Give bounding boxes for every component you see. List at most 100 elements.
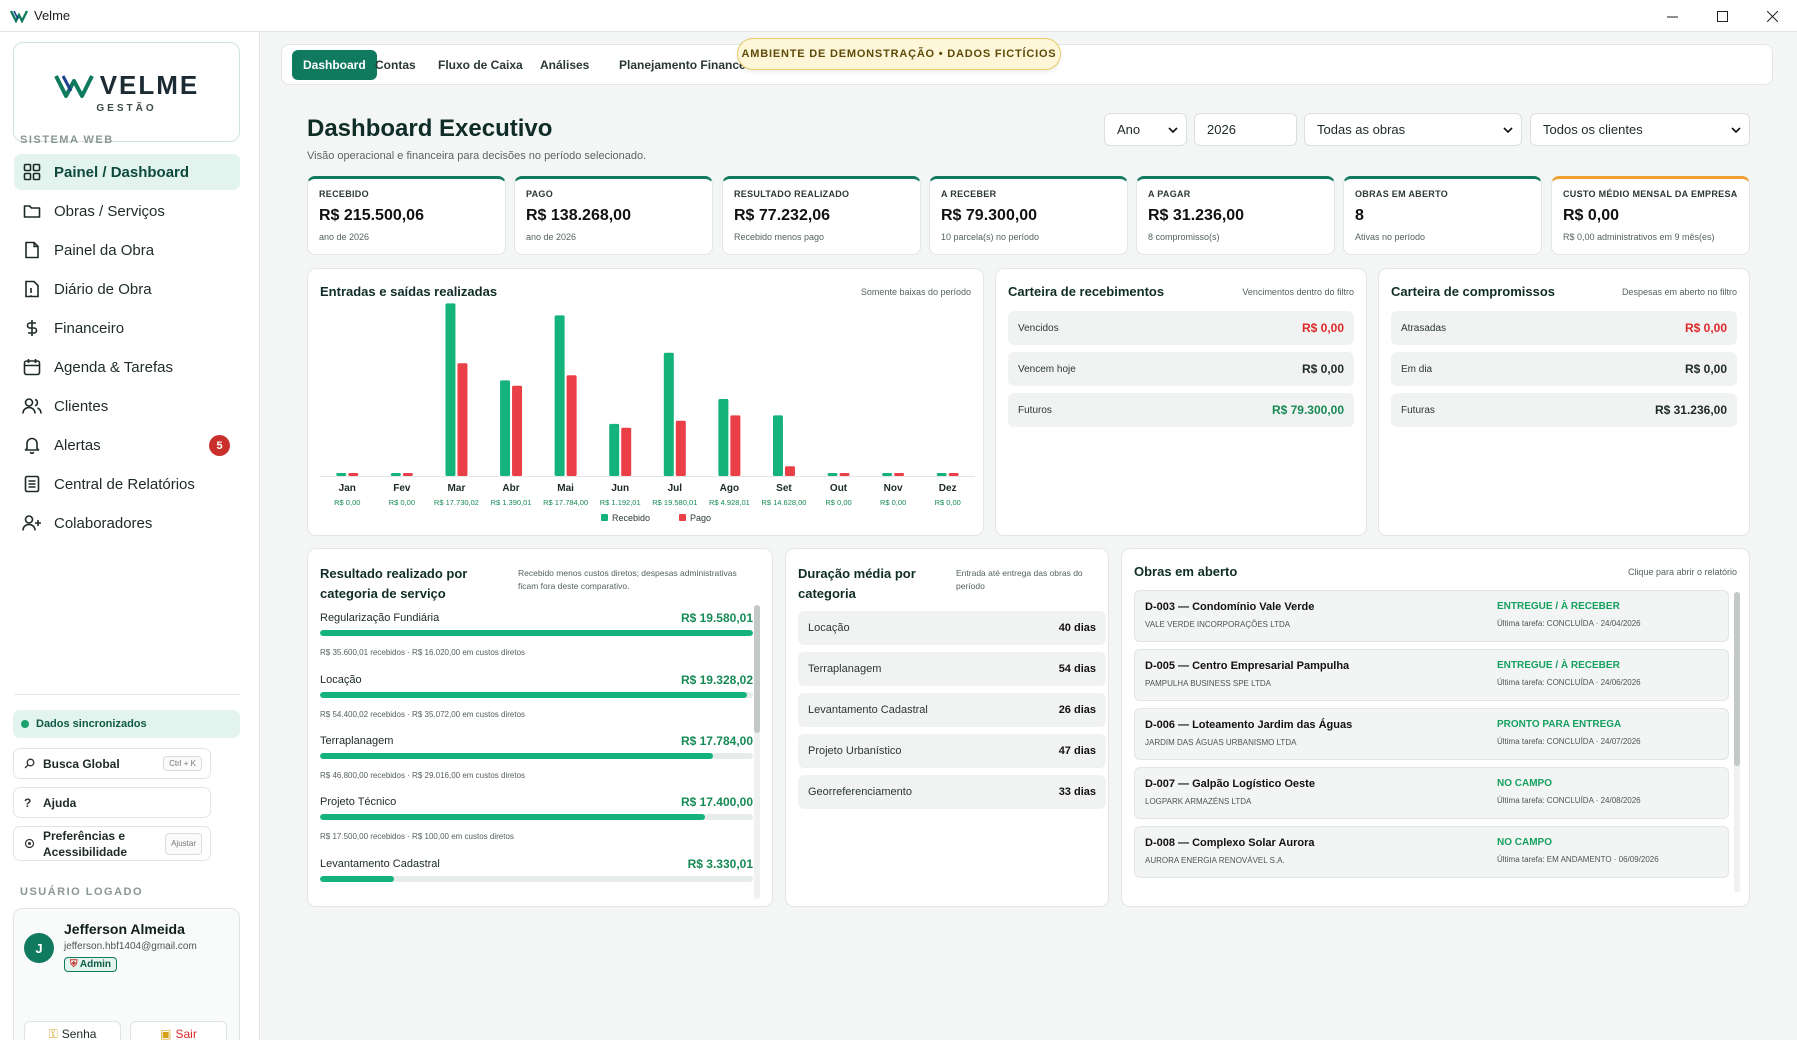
commitment-row-atrasadas: Atrasadas R$ 0,00 xyxy=(1391,311,1737,345)
bar-recebido xyxy=(609,423,620,476)
sidebar-item-alertas[interactable]: Alertas 5 xyxy=(14,427,240,463)
bar-pago xyxy=(948,473,959,476)
period-select-value: Ano xyxy=(1117,122,1141,137)
sidebar-item-clientes[interactable]: Clientes xyxy=(14,388,240,424)
category-detail: R$ 46.800,00 recebidos · R$ 29.016,00 em… xyxy=(320,771,526,780)
sidebar-item-financeiro[interactable]: Financeiro xyxy=(14,310,240,346)
clientes-filter-select[interactable]: Todos os clientes xyxy=(1530,113,1750,146)
brand-logo[interactable]: VELME GESTÃO xyxy=(13,42,240,142)
kpi-subtitle: ano de 2026 xyxy=(319,232,370,242)
open-works-scrollbar-thumb[interactable] xyxy=(1734,592,1740,766)
open-work-item[interactable]: D-005 — Centro Empresarial Pampulha PAMP… xyxy=(1134,649,1729,701)
page-subtitle: Visão operacional e financeira para deci… xyxy=(307,150,647,162)
open-work-item[interactable]: D-008 — Complexo Solar Aurora AURORA ENE… xyxy=(1134,826,1729,878)
work-last-task: Última tarefa: CONCLUÍDA · 24/06/2026 xyxy=(1497,678,1641,687)
bar-pago xyxy=(402,473,413,476)
obras-filter-select[interactable]: Todas as obras xyxy=(1304,113,1522,146)
minimize-button[interactable] xyxy=(1647,0,1697,32)
category-bar-fill xyxy=(320,630,753,636)
tab-dashboard[interactable]: Dashboard xyxy=(292,50,377,80)
tab-analises[interactable]: Análises xyxy=(540,58,590,72)
bar-pago xyxy=(457,363,468,476)
kpi-value: R$ 31.236,00 xyxy=(1148,207,1245,224)
close-icon xyxy=(1766,10,1778,22)
kpi-card-a-receber: A RECEBER R$ 79.300,00 10 parcela(s) no … xyxy=(929,176,1128,255)
commitment-row-em-dia: Em dia R$ 0,00 xyxy=(1391,352,1737,386)
x-tick-label: Ago xyxy=(720,483,739,494)
kpi-subtitle: R$ 0,00 administrativos em 9 mês(es) xyxy=(1563,232,1715,242)
open-work-item[interactable]: D-003 — Condomínio Vale Verde VALE VERDE… xyxy=(1134,590,1729,642)
open-work-item[interactable]: D-007 — Galpão Logístico Oeste LOGPARK A… xyxy=(1134,767,1729,819)
category-scrollbar-thumb[interactable] xyxy=(754,605,760,733)
preferences-button[interactable]: Preferências e Acessibilidade Ajustar xyxy=(13,826,211,861)
work-status: PRONTO PARA ENTREGA xyxy=(1497,719,1622,730)
card-title-line2: categoria de serviço xyxy=(320,586,446,601)
data-label-recebido: R$ 17.784,00 xyxy=(543,498,588,507)
logout-button[interactable]: ▣ Sair xyxy=(130,1021,227,1040)
sidebar-item-diario[interactable]: Diário de Obra xyxy=(14,271,240,307)
period-select[interactable]: Ano xyxy=(1104,113,1187,146)
legend-swatch xyxy=(679,514,686,521)
row-value: R$ 79.300,00 xyxy=(1271,403,1344,417)
preferences-label-line1: Preferências e xyxy=(43,828,126,843)
card-title: Obras em aberto xyxy=(1134,564,1238,579)
card-title-line2: categoria xyxy=(798,586,856,601)
bar-recebido xyxy=(718,399,729,476)
duration-category: Georreferenciamento xyxy=(808,786,912,798)
category-bar xyxy=(320,814,753,820)
year-input[interactable]: 2026 xyxy=(1194,113,1297,146)
sidebar-item-agenda[interactable]: Agenda & Tarefas xyxy=(14,349,240,385)
tab-planejamento[interactable]: Planejamento Financeiro xyxy=(619,58,762,72)
kpi-value: R$ 0,00 xyxy=(1563,207,1620,224)
category-result-card: Resultado realizado por categoria de ser… xyxy=(307,548,773,907)
open-works-scrollbar[interactable] xyxy=(1734,592,1740,892)
kpi-subtitle: 10 parcela(s) no período xyxy=(941,232,1040,242)
sidebar-item-colaboradores[interactable]: Colaboradores xyxy=(14,505,240,541)
minimize-icon xyxy=(1666,16,1678,17)
users-icon xyxy=(22,396,42,416)
bar-recebido xyxy=(390,473,401,476)
user-role-badge: ⛨ Admin xyxy=(64,957,118,972)
kpi-value: 8 xyxy=(1355,207,1364,224)
duration-row: Locação 40 dias xyxy=(798,611,1106,645)
cashflow-bar-chart: Jan R$ 0,00 Fev R$ 0,00 Mar R$ 17.730,02 Abr R$… xyxy=(320,303,975,523)
window-title: Velme xyxy=(34,8,71,23)
receivable-row-hoje: Vencem hoje R$ 0,00 xyxy=(1008,352,1354,386)
category-name: Levantamento Cadastral xyxy=(320,858,440,870)
settings-icon xyxy=(24,838,36,849)
close-button[interactable] xyxy=(1747,0,1797,32)
help-button[interactable]: ? Ajuda xyxy=(13,787,211,818)
work-last-task: Última tarefa: EM ANDAMENTO · 06/09/2026 xyxy=(1497,855,1659,864)
bar-pago xyxy=(348,473,359,476)
user-section-label: USUÁRIO LOGADO xyxy=(20,886,144,898)
change-password-button[interactable]: ⚿ Senha xyxy=(24,1021,121,1040)
tab-contas[interactable]: Contas xyxy=(375,58,416,72)
tab-fluxo-caixa[interactable]: Fluxo de Caixa xyxy=(438,58,523,72)
global-search-button[interactable]: Busca Global Ctrl + K xyxy=(13,748,211,779)
help-label: Ajuda xyxy=(43,795,77,810)
sync-status: Dados sincronizados xyxy=(13,710,240,738)
sidebar-item-painel-obra[interactable]: Painel da Obra xyxy=(14,232,240,268)
category-detail: R$ 35.600,01 recebidos · R$ 16.020,00 em… xyxy=(320,648,526,657)
preferences-label-line2: Acessibilidade xyxy=(43,844,128,859)
card-title: Entradas e saídas realizadas xyxy=(320,284,498,299)
kpi-subtitle: Ativas no período xyxy=(1355,232,1426,242)
sidebar-item-obras[interactable]: Obras / Serviços xyxy=(14,193,240,229)
legend-swatch xyxy=(601,514,608,521)
category-name: Locação xyxy=(320,674,362,686)
maximize-button[interactable] xyxy=(1697,0,1747,32)
kpi-value: R$ 215.500,06 xyxy=(319,207,424,224)
bar-recebido xyxy=(554,315,565,476)
open-work-item[interactable]: D-006 — Loteamento Jardim das Águas JARD… xyxy=(1134,708,1729,760)
clipboard-icon xyxy=(22,279,42,299)
user-card: J Jefferson Almeida jefferson.hbf1404@gm… xyxy=(13,908,240,1040)
open-works-list: D-003 — Condomínio Vale Verde VALE VERDE… xyxy=(1122,589,1749,895)
sidebar-item-dashboard[interactable]: Painel / Dashboard xyxy=(14,154,240,190)
sidebar-item-relatorios[interactable]: Central de Relatórios xyxy=(14,466,240,502)
kpi-label: RECEBIDO xyxy=(319,189,369,199)
category-scrollbar[interactable] xyxy=(754,605,760,899)
row-value: R$ 0,00 xyxy=(1684,321,1727,335)
category-value: R$ 3.330,01 xyxy=(687,857,753,871)
cashflow-chart-card: Entradas e saídas realizadas Somente bai… xyxy=(307,268,984,536)
card-title: Carteira de compromissos xyxy=(1391,284,1556,299)
